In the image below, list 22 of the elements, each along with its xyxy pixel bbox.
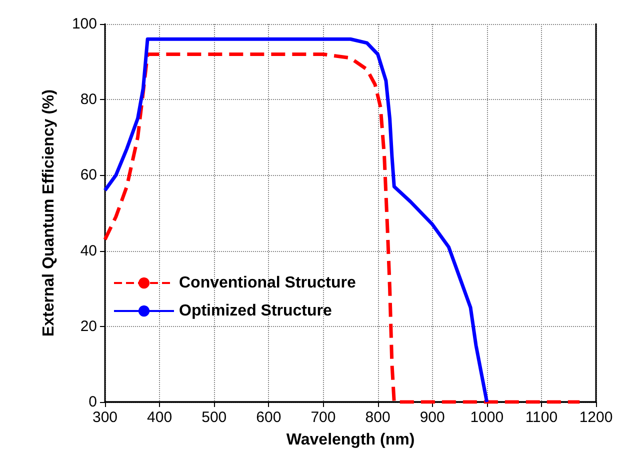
legend-label: Conventional Structure bbox=[179, 274, 356, 292]
x-tick-label: 700 bbox=[310, 409, 336, 426]
y-tick-label: 0 bbox=[88, 394, 97, 410]
x-axis-title: Wavelength (nm) bbox=[286, 432, 415, 448]
x-tick-label: 500 bbox=[202, 409, 227, 426]
x-tick-label: 400 bbox=[147, 409, 172, 426]
y-tick-label: 40 bbox=[80, 242, 97, 260]
x-tick-label: 300 bbox=[92, 409, 118, 426]
line-series bbox=[103, 37, 489, 404]
y-axis-title: External Quantum Efficiency (%) bbox=[40, 89, 58, 337]
x-tick-label: 900 bbox=[420, 409, 445, 426]
y-tick-label: 20 bbox=[80, 318, 97, 335]
x-tick-label: 1100 bbox=[525, 409, 558, 426]
y-tick-label: 100 bbox=[72, 16, 97, 32]
x-tick-label: 1000 bbox=[470, 409, 504, 426]
x-tick-label: 800 bbox=[365, 409, 390, 426]
line-series bbox=[103, 52, 582, 404]
y-tick-label: 80 bbox=[80, 91, 97, 108]
y-tick-label: 60 bbox=[80, 166, 97, 184]
x-tick-label: 600 bbox=[256, 409, 282, 426]
legend-label: Optimized Structure bbox=[179, 302, 332, 320]
x-tick-label: 1200 bbox=[579, 409, 613, 426]
